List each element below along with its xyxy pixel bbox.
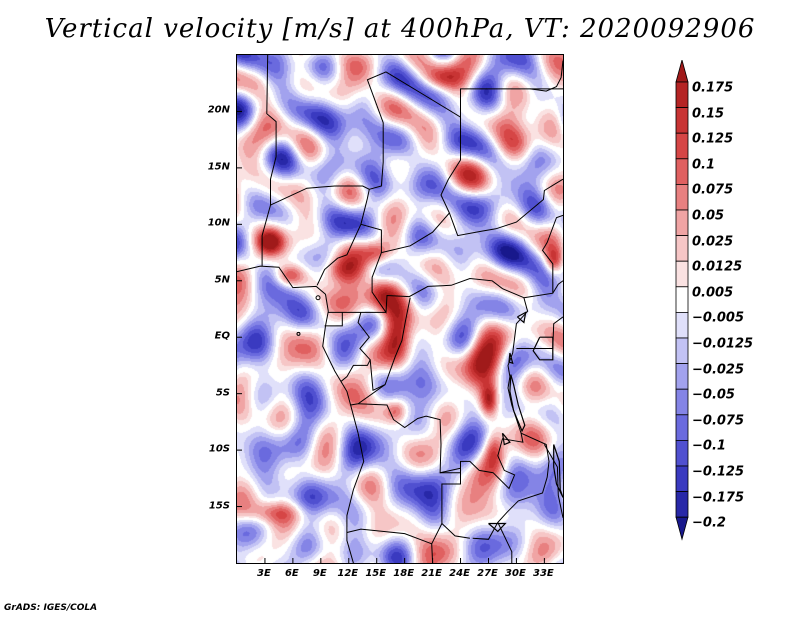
colorbar-tick-label: 0.175 bbox=[692, 80, 734, 96]
lake-outline bbox=[532, 336, 554, 361]
colorbar-tick-label: 0.0125 bbox=[692, 259, 743, 275]
lat-tick-label: 5S bbox=[215, 387, 230, 399]
lat-tick-label: 5N bbox=[214, 274, 230, 286]
lon-tick-label: 6E bbox=[284, 568, 299, 579]
country-border bbox=[541, 214, 563, 294]
colorbar-max-arrow bbox=[675, 60, 689, 83]
lon-tick-label: 9E bbox=[312, 568, 327, 579]
country-border bbox=[358, 403, 470, 539]
lat-tick-label: EQ bbox=[214, 330, 230, 342]
colorbar-tick-label: 0.075 bbox=[692, 182, 734, 198]
country-border bbox=[371, 277, 525, 314]
lon-tick-label: 33E bbox=[532, 568, 554, 579]
lon-tick-label: 27E bbox=[477, 568, 498, 579]
lat-tick-label: 20N bbox=[207, 104, 230, 116]
lon-tick-label: 12E bbox=[337, 568, 359, 579]
country-border bbox=[431, 543, 434, 563]
lat-tick-label: 10S bbox=[208, 443, 230, 455]
map-panel bbox=[236, 54, 564, 564]
colorbar-tick-label: −0.175 bbox=[692, 490, 745, 506]
colorbar-tick-label: −0.025 bbox=[692, 362, 745, 378]
country-border bbox=[350, 384, 386, 406]
colorbar-tick-label: −0.125 bbox=[692, 464, 745, 480]
colorbar-tick-label: 0.1 bbox=[692, 157, 716, 173]
lat-tick-label: 15N bbox=[207, 161, 230, 173]
country-border bbox=[340, 312, 371, 382]
colorbar-segment bbox=[675, 235, 689, 262]
colorbar-segment bbox=[675, 260, 689, 288]
country-border bbox=[523, 280, 563, 299]
colorbar-segment bbox=[675, 81, 689, 109]
country-border bbox=[460, 297, 529, 490]
country-border bbox=[261, 55, 277, 267]
country-border bbox=[369, 297, 411, 392]
country-border bbox=[237, 265, 365, 563]
country-border bbox=[460, 88, 563, 118]
lake-outline bbox=[501, 432, 511, 446]
colorbar-tick-label: −0.2 bbox=[692, 515, 726, 531]
country-border bbox=[346, 523, 443, 545]
grads-credit: GrADS: IGES/COLA bbox=[4, 603, 98, 613]
colorbar-segment bbox=[675, 363, 689, 390]
colorbar-tick-label: 0.125 bbox=[692, 131, 734, 147]
country-border bbox=[497, 522, 513, 563]
colorbar-segment bbox=[675, 311, 689, 339]
lake-outline bbox=[509, 374, 526, 433]
chart-title: Vertical velocity [m/s] at 400hPa, VT: 2… bbox=[44, 14, 756, 44]
lon-tick-label: 21E bbox=[421, 568, 442, 579]
colorbar-segment bbox=[675, 158, 689, 185]
colorbar-tick-label: 0.15 bbox=[692, 106, 725, 122]
lon-tick-label: 24E bbox=[449, 568, 470, 579]
colorbar-tick-label: −0.0125 bbox=[692, 336, 754, 352]
colorbar-tick-label: 0.025 bbox=[692, 234, 734, 250]
vertical-velocity-field bbox=[237, 55, 563, 563]
colorbar bbox=[675, 60, 689, 541]
lon-tick-label: 3E bbox=[257, 568, 271, 579]
country-border bbox=[472, 432, 550, 540]
colorbar-segment bbox=[675, 414, 689, 441]
island-outline bbox=[296, 331, 301, 336]
lon-tick-label: 30E bbox=[505, 568, 526, 579]
country-border bbox=[371, 252, 382, 278]
colorbar-segment bbox=[675, 388, 689, 416]
country-border bbox=[316, 189, 370, 286]
colorbar-tick-label: −0.1 bbox=[692, 438, 726, 454]
lake-outline bbox=[508, 352, 514, 365]
colorbar-tick-label: 0.005 bbox=[692, 285, 734, 301]
lake-outline bbox=[517, 311, 527, 324]
colorbar-tick-label: −0.05 bbox=[692, 387, 735, 403]
colorbar-tick-label: 0.05 bbox=[692, 208, 725, 224]
colorbar-segment bbox=[675, 337, 689, 365]
colorbar-segment bbox=[675, 465, 689, 493]
colorbar-segment bbox=[675, 107, 689, 134]
country-border bbox=[360, 212, 450, 254]
island-outline bbox=[315, 295, 321, 301]
lon-tick-label: 18E bbox=[393, 568, 415, 579]
colorbar-segment bbox=[675, 132, 689, 160]
country-border bbox=[366, 71, 563, 237]
country-border bbox=[324, 312, 343, 327]
lon-tick-label: 15E bbox=[365, 568, 387, 579]
colorbar-segment bbox=[675, 184, 689, 211]
country-border bbox=[270, 185, 370, 206]
colorbar-segment bbox=[675, 209, 689, 237]
colorbar-segment bbox=[675, 439, 689, 467]
colorbar-segment bbox=[675, 491, 689, 518]
lake-outline bbox=[488, 522, 507, 533]
lake-outline bbox=[553, 444, 563, 498]
colorbar-min-arrow bbox=[675, 516, 689, 541]
country-borders-layer bbox=[237, 55, 563, 563]
colorbar-tick-label: −0.075 bbox=[692, 413, 745, 429]
lat-tick-label: 15S bbox=[208, 500, 230, 512]
lat-tick-label: 10N bbox=[207, 217, 230, 229]
colorbar-tick-label: −0.005 bbox=[692, 310, 745, 326]
country-border bbox=[530, 60, 563, 92]
colorbar-segment bbox=[675, 286, 689, 313]
country-border bbox=[543, 444, 563, 518]
